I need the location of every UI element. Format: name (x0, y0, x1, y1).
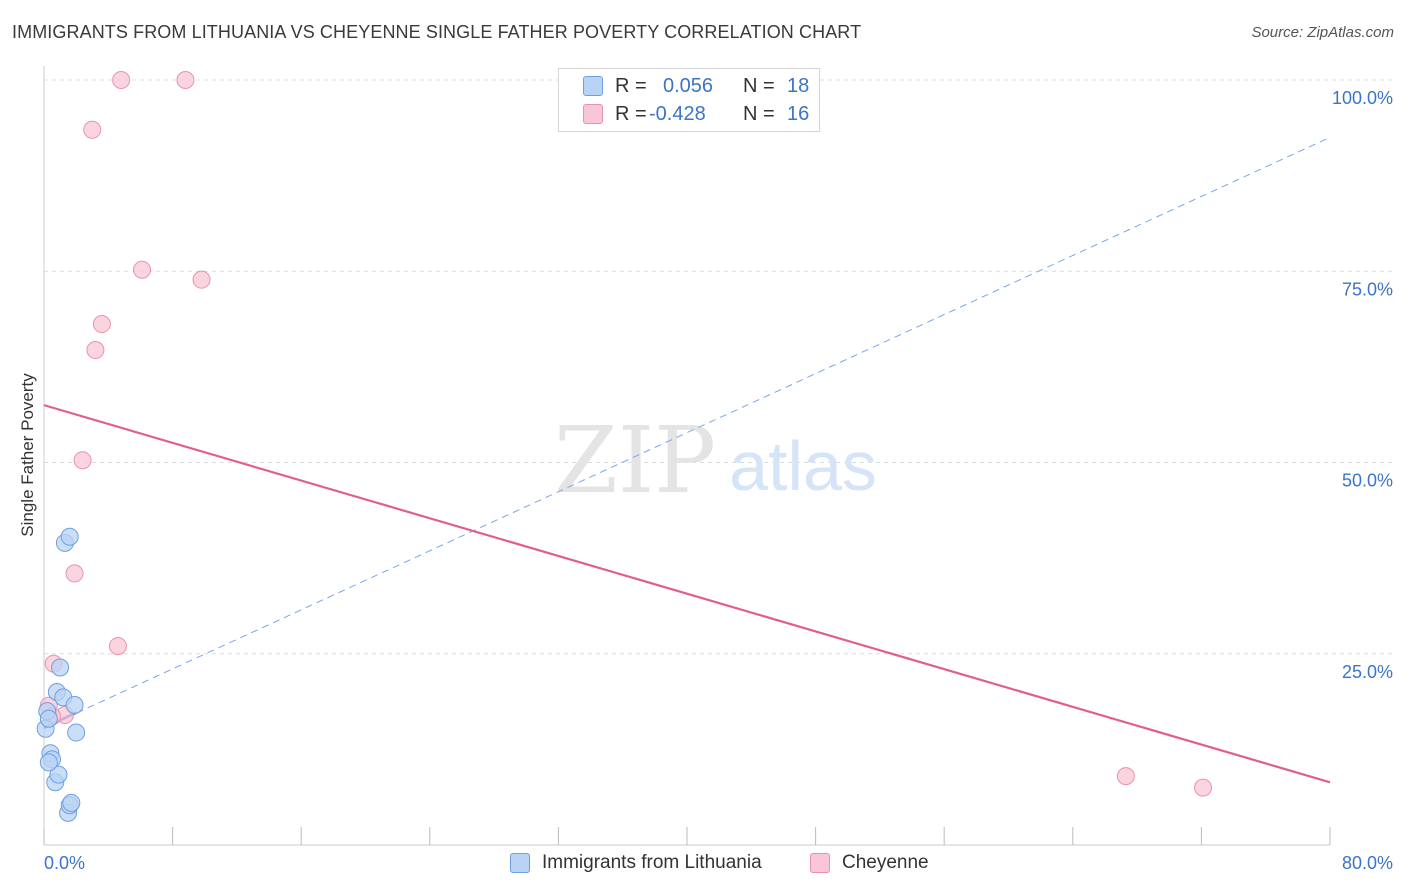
series-legend-cheyenne[interactable]: Cheyenne (810, 852, 929, 874)
y-tick-label: 75.0% (1342, 279, 1393, 299)
data-point-cheyenne (192, 270, 211, 289)
y-tick-label: 100.0% (1332, 88, 1393, 108)
legend-n-value: 16 (787, 102, 810, 125)
data-point-cheyenne (133, 260, 152, 279)
x-tick-label: 0.0% (44, 853, 85, 873)
watermark: ZIP atlas (554, 407, 877, 514)
series-swatch-pink (810, 853, 830, 873)
data-point-cheyenne (73, 451, 92, 470)
legend-row-cheyenne: R = -0.428 N = 16 (583, 101, 809, 127)
legend-r-value: 0.056 (663, 74, 714, 97)
data-point-cheyenne (83, 120, 102, 139)
watermark-atlas: atlas (729, 427, 877, 505)
data-point-lithuania (39, 709, 58, 728)
data-point-lithuania (65, 696, 84, 715)
trend-line-lithuania-extension (43, 136, 1331, 729)
y-tick-label: 50.0% (1342, 471, 1393, 491)
data-point-cheyenne (92, 315, 111, 334)
data-point-cheyenne (65, 564, 84, 583)
chart-source: Source: ZipAtlas.com (1251, 24, 1394, 41)
data-point-cheyenne (1116, 767, 1135, 786)
data-point-cheyenne (112, 71, 131, 89)
data-point-lithuania (49, 765, 68, 784)
legend-n-value: 18 (787, 74, 810, 97)
data-point-lithuania (67, 723, 86, 742)
x-tick-label: 80.0% (1342, 853, 1393, 873)
series-legend: Immigrants from Lithuania Cheyenne (0, 852, 1406, 878)
legend-swatch-blue (583, 76, 603, 96)
tick-label-layer: 25.0% 50.0% 75.0% 100.0% 0.0% 80.0% (44, 88, 1393, 873)
data-point-cheyenne (86, 341, 105, 360)
y-tick-label: 25.0% (1342, 662, 1393, 682)
data-point-lithuania (62, 793, 81, 812)
series-legend-label: Immigrants from Lithuania (542, 852, 762, 873)
trend-line-cheyenne (43, 404, 1331, 784)
series-legend-label: Cheyenne (842, 852, 929, 873)
data-point-lithuania (60, 527, 79, 546)
data-point-lithuania (39, 753, 58, 772)
legend-r-label: R = (615, 102, 647, 125)
grid-layer (44, 79, 1392, 655)
series-legend-lithuania[interactable]: Immigrants from Lithuania (510, 852, 762, 874)
legend-row-lithuania: R = 0.056 N = 18 (583, 73, 809, 99)
data-point-cheyenne (1194, 778, 1213, 797)
legend-r-label: R = (615, 74, 647, 97)
legend-n-label: N = (743, 74, 775, 97)
data-point-cheyenne (108, 637, 127, 656)
series-swatch-blue (510, 853, 530, 873)
correlation-legend: R = 0.056 N = 18 R = -0.428 N = 16 (558, 68, 820, 132)
legend-r-value: -0.428 (649, 102, 706, 125)
points-layer (36, 71, 1213, 822)
legend-n-label: N = (743, 102, 775, 125)
chart-title: IMMIGRANTS FROM LITHUANIA VS CHEYENNE SI… (12, 22, 862, 42)
data-point-cheyenne (176, 71, 195, 89)
data-point-lithuania (51, 658, 70, 677)
legend-swatch-pink (583, 104, 603, 124)
watermark-zip: ZIP (554, 407, 716, 514)
